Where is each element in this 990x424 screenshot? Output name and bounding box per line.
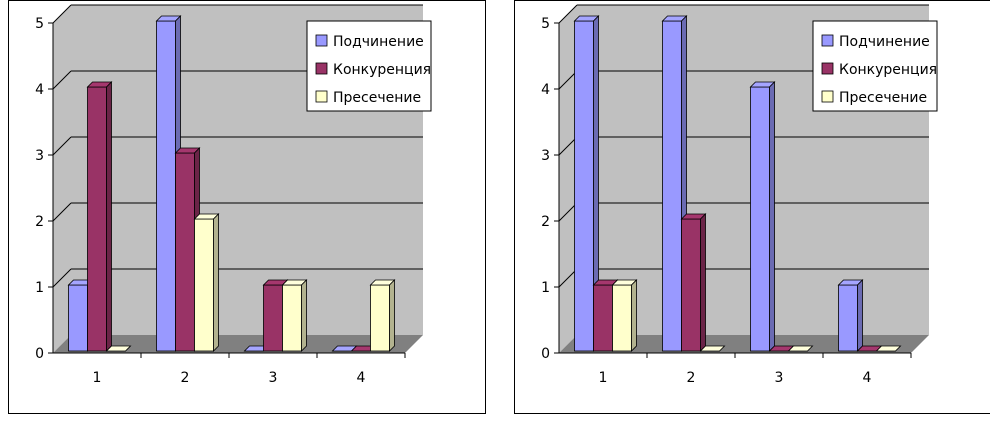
bar-front (838, 284, 858, 352)
x-tick-label: 2 (181, 370, 190, 386)
bar-side (106, 81, 112, 352)
x-tick-label: 3 (269, 370, 278, 386)
x-tick-label: 1 (93, 370, 102, 386)
y-tick-label: 2 (35, 214, 44, 230)
legend-label: Конкуренция (839, 62, 937, 78)
y-tick-label: 1 (35, 280, 44, 296)
legend-swatch (821, 62, 834, 75)
legend: Подчинение Конкуренция Пресечение (306, 20, 432, 112)
bar-front (612, 284, 632, 352)
y-tick-label: 4 (541, 82, 550, 98)
legend-swatch (315, 34, 328, 47)
bar (86, 81, 113, 352)
chart-panel-right: 0 1 2 3 4 5 1 2 3 4 Подчинение Конкуренция Пресечени… (514, 0, 990, 414)
legend: Подчинение Конкуренция Пресечение (812, 20, 938, 112)
bar (611, 279, 638, 352)
bar-front (68, 284, 88, 352)
gridline-diag (558, 136, 578, 156)
legend-label: Пресечение (839, 90, 927, 106)
bar (369, 279, 396, 352)
bar-chart-left: 0 1 2 3 4 5 1 2 3 4 Подчинение Конкуренция Пресечени… (35, 4, 432, 386)
bar-chart-right: 0 1 2 3 4 5 1 2 3 4 Подчинение Конкуренция Пресечени… (541, 4, 938, 386)
gridline-diag (558, 4, 578, 24)
bar (105, 345, 132, 352)
bar-top (105, 345, 132, 352)
x-tick-label: 4 (863, 370, 872, 386)
bar-side (301, 279, 307, 352)
bar (699, 345, 726, 352)
gridline-diag (52, 202, 72, 222)
legend-swatch (821, 90, 834, 103)
bar-front (87, 86, 107, 352)
legend-label: Подчинение (333, 34, 424, 50)
x-tick-label: 4 (357, 370, 366, 386)
bar-front (662, 20, 682, 352)
gridline-diag (558, 70, 578, 90)
bar-side (700, 213, 706, 352)
bar-front (370, 284, 390, 352)
bar-front (681, 218, 701, 352)
y-tick-label: 4 (35, 82, 44, 98)
y-tick-label: 0 (35, 346, 44, 362)
legend-swatch (821, 34, 834, 47)
bar-top (699, 345, 726, 352)
plot-floor (53, 335, 423, 353)
y-tick-label: 3 (35, 148, 44, 164)
gridline-diag (558, 202, 578, 222)
bar-front (750, 86, 770, 352)
bar-front (593, 284, 613, 352)
bar-front (282, 284, 302, 352)
bar-side (631, 279, 637, 352)
bar (573, 15, 600, 352)
y-tick-label: 0 (541, 346, 550, 362)
legend-swatch (315, 90, 328, 103)
gridline-diag (52, 268, 72, 288)
y-tick-label: 5 (35, 16, 44, 32)
plot-floor (559, 335, 929, 353)
legend-label: Пресечение (333, 90, 421, 106)
bar-top (875, 345, 902, 352)
bar-side (389, 279, 395, 352)
bar (680, 213, 707, 352)
bar-front (175, 152, 195, 352)
bar-top (787, 345, 814, 352)
bar-side (213, 213, 219, 352)
bar-front (263, 284, 283, 352)
bar (193, 213, 220, 352)
gridline-diag (52, 4, 72, 24)
bar (749, 81, 776, 352)
y-tick-label: 3 (541, 148, 550, 164)
y-tick-label: 1 (541, 280, 550, 296)
legend-swatch (315, 62, 328, 75)
bar (837, 279, 864, 352)
bar (875, 345, 902, 352)
y-tick-label: 2 (541, 214, 550, 230)
gridline-diag (558, 268, 578, 288)
plot-side-wall (559, 5, 577, 353)
legend-box (812, 20, 938, 112)
plot-side-wall (53, 5, 71, 353)
legend-box (306, 20, 432, 112)
y-tick-label: 5 (541, 16, 550, 32)
bar (281, 279, 308, 352)
bar (350, 345, 377, 352)
gridline-diag (52, 136, 72, 156)
x-tick-label: 1 (599, 370, 608, 386)
x-tick-label: 3 (775, 370, 784, 386)
bar-side (857, 279, 863, 352)
bar-front (156, 20, 176, 352)
bar-front (194, 218, 214, 352)
chart-panel-left: 0 1 2 3 4 5 1 2 3 4 Подчинение Конкуренция Пресечени… (8, 0, 486, 414)
bar-side (769, 81, 775, 352)
x-tick-label: 2 (687, 370, 696, 386)
bar-front (574, 20, 594, 352)
bar (787, 345, 814, 352)
legend-label: Подчинение (839, 34, 930, 50)
legend-label: Конкуренция (333, 62, 431, 78)
gridline-diag (52, 70, 72, 90)
